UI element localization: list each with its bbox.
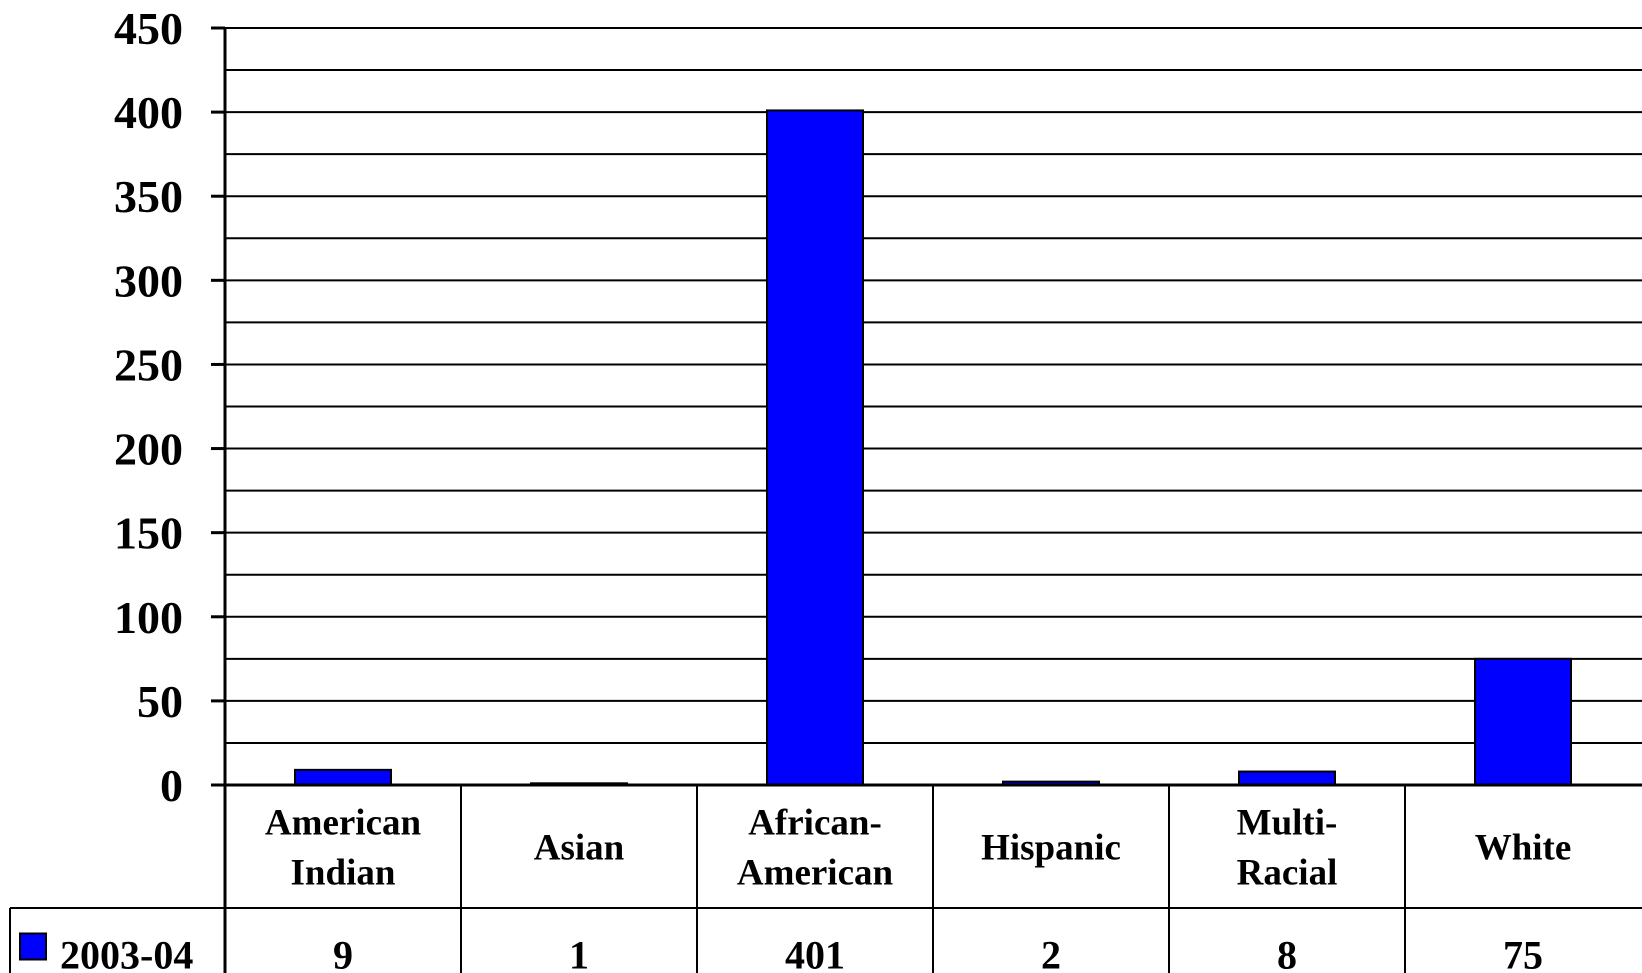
category-label: Hispanic	[981, 828, 1121, 869]
y-tick-label: 300	[114, 255, 183, 306]
y-tick-label: 0	[160, 760, 183, 811]
y-tick-label: 350	[114, 171, 183, 222]
bar	[1238, 770, 1336, 787]
data-value-label: 2	[1041, 933, 1061, 973]
category-label: African-American	[737, 803, 894, 894]
bars	[294, 109, 1572, 787]
data-value-label: 8	[1277, 933, 1297, 973]
y-tick-label: 250	[114, 339, 183, 390]
category-label: Multi-Racial	[1237, 803, 1338, 894]
data-value-label: 9	[333, 933, 353, 973]
category-label: Asian	[534, 828, 625, 869]
y-tick-label: 450	[114, 3, 183, 54]
data-value-label: 401	[785, 933, 845, 973]
legend-label: 2003-04	[60, 933, 193, 973]
y-axis-ticks: 0 50 100 150 200 250 300 350 400 450	[114, 3, 225, 811]
y-tick-label: 150	[114, 508, 183, 559]
category-label: White	[1475, 828, 1572, 869]
y-tick-label: 100	[114, 592, 183, 643]
y-tick-label: 50	[137, 676, 183, 727]
legend-swatch	[19, 932, 47, 961]
y-tick-label: 200	[114, 424, 183, 475]
bar	[294, 768, 392, 786]
category-label: American Indian	[265, 803, 422, 894]
gridlines	[225, 27, 1642, 744]
data-table: American Indian Asian African-American Hispa…	[9, 785, 1642, 973]
data-value-label: 75	[1503, 933, 1543, 973]
data-value-label: 1	[569, 933, 589, 973]
y-tick-label: 400	[114, 87, 183, 138]
bar	[1474, 657, 1572, 786]
bar	[766, 109, 864, 786]
